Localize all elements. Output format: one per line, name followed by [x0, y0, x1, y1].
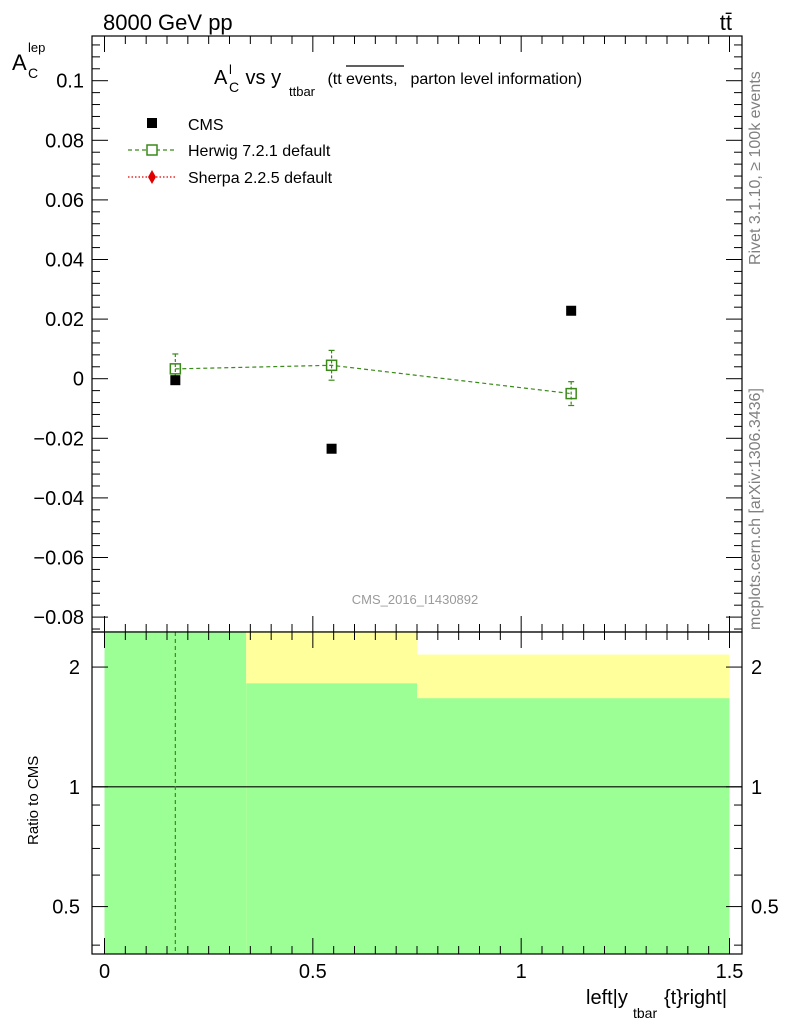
y-tick-label: −0.02 — [33, 428, 84, 450]
title-rest: parton level information) — [406, 71, 582, 88]
energy-label: 8000 GeV pp — [103, 10, 233, 35]
mcplots-label: mcplots.cern.ch [arXiv:1306.3436] — [747, 388, 764, 630]
y-tick-label: −0.08 — [33, 607, 84, 629]
main-y-axis: −0.08 −0.06 −0.04 −0.02 0 0.02 0.04 0.06 0.08 0.1 — [33, 44, 742, 630]
y-tick-label: −0.06 — [33, 548, 84, 570]
title-vs: vs y — [240, 67, 281, 89]
legend-sherpa-marker — [148, 170, 156, 184]
y-tick-label: −0.04 — [33, 488, 84, 510]
herwig-point — [325, 359, 338, 372]
y-label-sup: lep — [28, 40, 45, 55]
title-a: A — [214, 67, 228, 89]
title-a-sub: C — [229, 79, 239, 95]
y-label-main: A — [12, 50, 27, 75]
y-label-sub: C — [28, 65, 38, 81]
legend-sherpa-label: Sherpa 2.2.5 default — [188, 170, 333, 187]
chart-title: A l C vs y ttbar (tt events, parton leve… — [214, 62, 582, 99]
cms-point — [326, 443, 337, 454]
ratio-band-green — [417, 698, 730, 954]
title-y-sub: ttbar — [289, 84, 316, 99]
y-tick-label: 0.06 — [45, 190, 84, 212]
legend-herwig-marker — [146, 144, 158, 156]
x-tick-label: 1 — [516, 961, 527, 983]
main-x-ticks — [104, 36, 730, 632]
ratio-band-green — [246, 683, 417, 954]
x-tick-label: 1.5 — [716, 961, 744, 983]
x-label-b: {t}right| — [664, 987, 727, 1009]
ratio-panel: 0.5 0.5 1 1 2 2 0 0.5 1 1.5 Ratio to CMS left|y … — [25, 631, 779, 1021]
ratio-y-tick-label: 0.5 — [52, 897, 80, 919]
herwig-point — [565, 387, 577, 400]
ratio-x-label: left|y tbar {t}right| — [586, 987, 727, 1021]
y-tick-label: 0.02 — [45, 309, 84, 331]
main-y-label: A lep C — [12, 40, 45, 81]
title-paren: (tt — [323, 71, 342, 88]
ratio-y-axis: 0.5 0.5 1 1 2 2 — [52, 657, 779, 946]
main-panel: −0.08 −0.06 −0.04 −0.02 0 0.02 0.04 0.06 0.08 0.1… — [12, 35, 743, 633]
ratio-y-tick-label-right: 1 — [751, 777, 762, 799]
ratio-y-tick-label-right: 0.5 — [751, 897, 779, 919]
ratio-x-axis: 0 0.5 1 1.5 — [99, 632, 743, 983]
main-data — [169, 305, 577, 454]
legend-herwig-label: Herwig 7.2.1 default — [188, 143, 331, 160]
ratio-y-tick-label: 1 — [69, 777, 80, 799]
y-tick-label: 0.1 — [56, 71, 84, 93]
ratio-y-tick-label: 2 — [69, 657, 80, 679]
y-tick-label: 0 — [73, 369, 84, 391]
ratio-y-label: Ratio to CMS — [25, 756, 42, 845]
rivet-label: Rivet 3.1.10, ≥ 100k events — [747, 71, 764, 265]
herwig-line — [175, 364, 572, 395]
legend-cms-marker — [147, 118, 157, 128]
ratio-bands — [104, 632, 730, 954]
analysis-id: CMS_2016_I1430892 — [352, 592, 479, 607]
y-tick-label: 0.04 — [45, 250, 84, 272]
herwig-point — [169, 363, 182, 375]
title-a-sup: l — [229, 62, 232, 77]
x-tick-label: 0 — [99, 961, 110, 983]
process-label: tt̄ — [720, 10, 732, 35]
cms-point — [566, 305, 577, 316]
x-label-sub: tbar — [633, 1005, 657, 1021]
legend: CMS Herwig 7.2.1 default Sherpa 2.2.5 de… — [128, 117, 333, 187]
legend-cms-label: CMS — [188, 117, 224, 134]
ratio-y-tick-label-right: 2 — [751, 657, 762, 679]
cms-point — [170, 375, 181, 386]
title-overlined: events, — [346, 71, 398, 88]
x-label-a: left|y — [586, 987, 628, 1009]
y-tick-label: 0.08 — [45, 130, 84, 152]
ratio-lines — [92, 632, 742, 954]
x-tick-label: 0.5 — [299, 961, 327, 983]
